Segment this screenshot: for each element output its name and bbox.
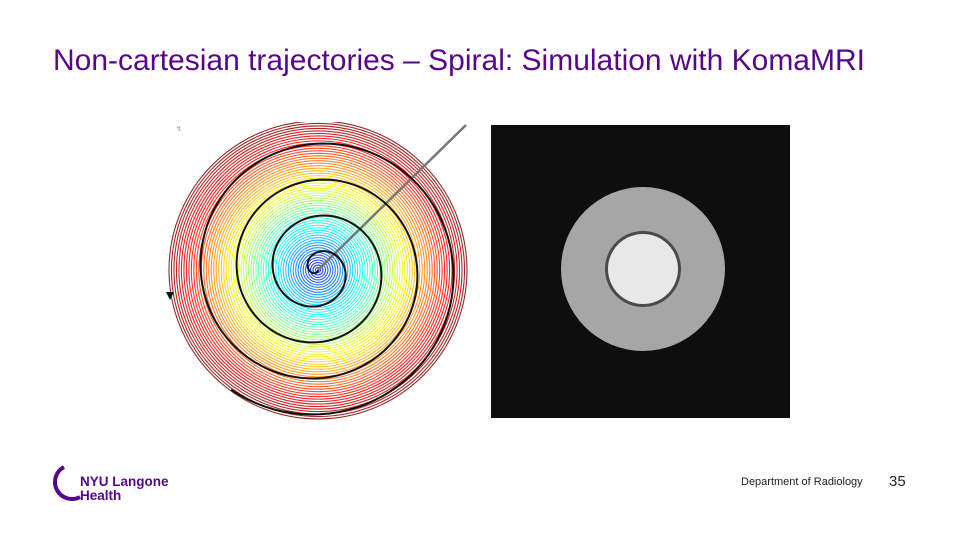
trajectory-ring	[237, 189, 399, 351]
trajectory-ring	[220, 172, 416, 368]
trajectory-ring	[223, 175, 413, 365]
arrowhead-icon	[166, 292, 174, 300]
trajectory-ring	[275, 227, 361, 313]
trajectory-ring	[312, 264, 324, 276]
trajectory-ring	[252, 204, 384, 336]
trajectory-ring	[287, 239, 349, 301]
trajectory-ring	[208, 160, 428, 380]
trajectory-ring	[247, 199, 389, 341]
reconstructed-phantom-image	[491, 125, 790, 418]
trajectory-ring	[170, 122, 466, 418]
trajectory-ring	[270, 222, 366, 318]
radial-line	[317, 124, 467, 271]
trajectory-ring	[310, 262, 327, 279]
trajectory-ring	[178, 130, 458, 410]
trajectory-ring	[240, 192, 396, 348]
trajectory-ring	[267, 219, 369, 321]
slide-title: Non-cartesian trajectories – Spiral: Sim…	[53, 44, 865, 77]
trajectory-ring	[205, 157, 431, 383]
trajectory-ring	[297, 249, 339, 291]
trajectory-ring	[193, 145, 443, 395]
footer-department: Department of Radiology	[741, 476, 863, 488]
trajectory-ring	[183, 135, 453, 405]
spiral-trajectory-figure: ↯	[166, 122, 468, 420]
trajectory-ring	[265, 217, 371, 323]
trajectory-ring	[203, 155, 433, 385]
trajectory-ring	[305, 257, 331, 283]
trajectory-ring	[250, 202, 386, 338]
logo-line-1: NYU Langone	[80, 474, 169, 489]
trajectory-ring	[257, 209, 379, 331]
trajectory-ring	[185, 137, 451, 403]
trajectory-ring	[188, 140, 448, 400]
trajectory-ring	[215, 167, 421, 373]
svg-text:↯: ↯	[176, 125, 182, 133]
trajectory-ring	[230, 182, 406, 358]
trajectory-ring	[195, 147, 441, 393]
trajectory-ring	[225, 177, 411, 363]
trajectory-ring	[302, 254, 334, 286]
trajectory-ring	[210, 162, 426, 378]
trajectory-ring	[242, 194, 394, 346]
phantom-inner-disc	[608, 234, 678, 304]
trajectory-ring	[233, 185, 403, 355]
trajectory-ring	[255, 207, 381, 333]
trajectory-ring	[280, 232, 356, 308]
trajectory-ring	[285, 237, 351, 303]
trajectory-ring	[277, 229, 359, 311]
logo-torch-icon	[53, 465, 81, 501]
trajectory-ring	[282, 234, 354, 306]
logo-line-2: Health	[80, 488, 122, 503]
trajectory-ring	[198, 150, 438, 390]
trajectory-ring	[292, 244, 344, 296]
trajectory-ring	[175, 127, 461, 413]
trajectory-ring	[168, 122, 468, 420]
trajectory-ring	[180, 132, 456, 408]
spiral-arm	[199, 142, 455, 416]
trajectory-ring	[295, 247, 341, 293]
page-number: 35	[889, 473, 906, 490]
trajectory-ring	[260, 212, 376, 328]
trajectory-ring	[213, 165, 423, 375]
